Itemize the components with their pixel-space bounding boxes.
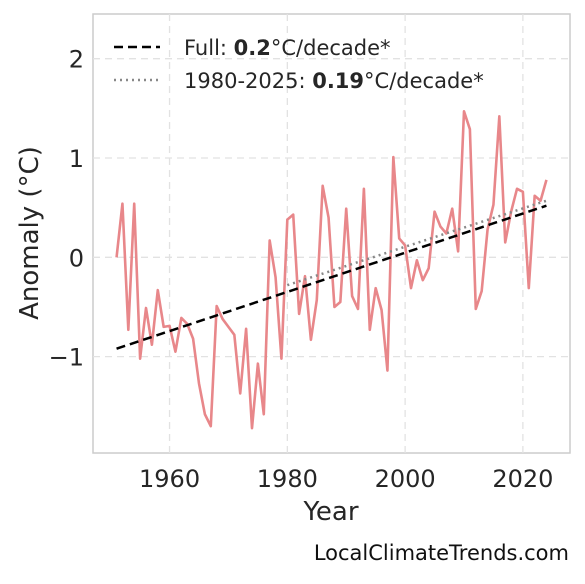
x-axis-ticks: 1960 1980 2000 2020 [139,465,553,493]
x-tick-label: 1960 [139,465,200,493]
y-axis-title: Anomaly (°C) [15,146,45,320]
grid-lines [93,14,570,453]
full-trend-line [116,204,547,350]
legend-full-label: Full: 0.2°C/decade* [184,36,391,60]
x-tick-label: 2000 [375,465,436,493]
source-credit: LocalClimateTrends.com [314,541,569,565]
x-axis-title: Year [302,497,358,527]
anomaly-series-line [115,110,548,430]
legend: Full: 0.2°C/decade* 1980-2025: 0.19°C/de… [114,36,484,93]
data-series [115,110,548,430]
plot-frame [92,13,571,454]
x-tick-label: 1980 [257,465,318,493]
y-axis-ticks: −1 0 1 2 [49,46,84,372]
legend-recent-suffix: °C/decade* [364,69,484,93]
legend-recent-label: 1980-2025: 0.19°C/decade* [184,69,484,93]
legend-full-suffix: °C/decade* [271,36,391,60]
y-tick-label: 2 [69,46,84,74]
legend-recent-prefix: 1980-2025: [184,69,312,93]
x-tick-label: 2020 [492,465,553,493]
legend-full-rate: 0.2 [234,36,271,60]
y-tick-label: −1 [49,344,84,372]
y-tick-label: 0 [69,244,84,272]
y-tick-label: 1 [69,145,84,173]
legend-full-prefix: Full: [184,36,234,60]
legend-recent-rate: 0.19 [312,69,364,93]
